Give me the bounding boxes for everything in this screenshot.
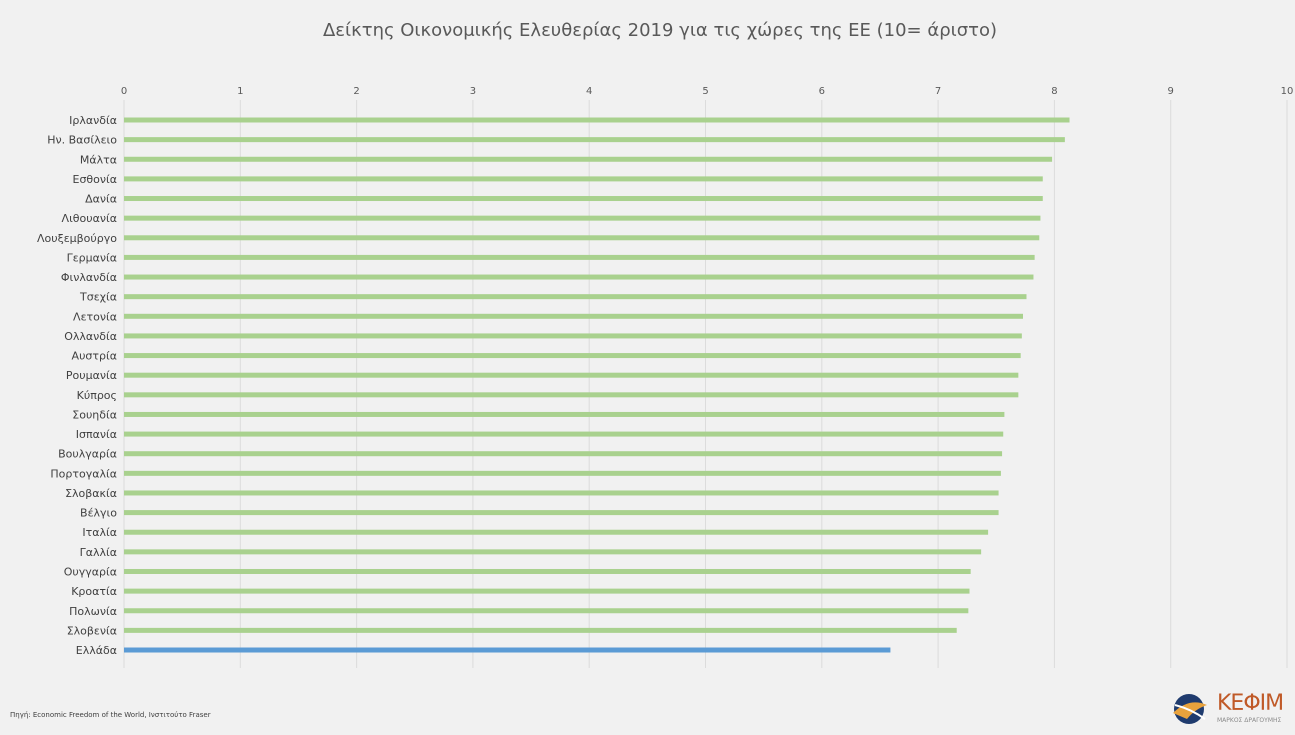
category-label: Ουγγαρία (64, 565, 117, 578)
bar (124, 137, 1065, 143)
x-axis-ticks: 0 1 2 3 4 5 6 7 8 9 10 (121, 86, 1294, 97)
bar (124, 451, 1003, 457)
bar (124, 608, 969, 614)
logo-subtext: ΜΑΡΚΟΣ ΔΡΑΓΟΥΜΗΣ (1217, 717, 1282, 724)
bar (124, 333, 1022, 339)
gridlines (123, 100, 1288, 668)
x-tick-label: 8 (1051, 86, 1057, 97)
bar (124, 568, 971, 574)
category-label: Ισπανία (76, 428, 117, 441)
category-label: Βουλγαρία (58, 448, 117, 461)
bar (124, 196, 1043, 202)
x-tick-label: 1 (237, 86, 243, 97)
bar (124, 294, 1027, 300)
category-label: Λουξεμβούργο (37, 232, 117, 245)
bar (124, 156, 1053, 162)
bar (124, 588, 970, 594)
bar (124, 313, 1023, 319)
category-label: Ολλανδία (64, 330, 117, 343)
category-label: Πολωνία (69, 605, 117, 618)
bar (124, 235, 1040, 241)
category-label: Γερμανία (67, 251, 117, 264)
category-label: Λιθουανία (62, 212, 117, 225)
category-label: Βέλγιο (80, 507, 117, 520)
x-tick-label: 3 (470, 86, 476, 97)
x-tick-label: 7 (935, 86, 941, 97)
bar (124, 549, 982, 555)
bar (124, 372, 1019, 378)
category-label: Φινλανδία (61, 271, 117, 284)
category-label: Γαλλία (80, 546, 117, 559)
category-label: Ιρλανδία (69, 114, 117, 127)
bar (124, 274, 1034, 280)
bar (124, 176, 1043, 182)
bar (124, 431, 1004, 437)
bar (124, 647, 891, 653)
bars (124, 117, 1070, 653)
bar (124, 627, 957, 633)
x-tick-label: 6 (819, 86, 825, 97)
category-label: Λετονία (73, 310, 117, 323)
logo-text: ΚΕΦΙΜ (1217, 691, 1284, 716)
logo-emblem-icon (1173, 694, 1207, 724)
bar (124, 510, 999, 516)
x-tick-label: 2 (353, 86, 359, 97)
category-label: Τσεχία (79, 291, 117, 304)
category-label: Εσθονία (73, 173, 118, 186)
category-label: Σλοβενία (67, 624, 117, 637)
bar (124, 117, 1070, 123)
bar (124, 353, 1021, 359)
bar (124, 490, 999, 496)
bar (124, 215, 1041, 221)
category-label: Κροατία (71, 585, 117, 598)
x-tick-label: 10 (1281, 86, 1294, 97)
bar (124, 411, 1005, 417)
category-label: Αυστρία (72, 350, 117, 363)
x-tick-label: 9 (1168, 86, 1174, 97)
category-label: Ιταλία (82, 526, 117, 539)
bar (124, 254, 1035, 260)
chart-title: Δείκτης Οικονομικής Ελευθερίας 2019 για … (322, 20, 998, 41)
x-tick-label: 0 (121, 86, 127, 97)
x-tick-label: 4 (586, 86, 592, 97)
category-label: Σουηδία (72, 408, 117, 421)
x-tick-label: 5 (702, 86, 708, 97)
category-label: Ρουμανία (66, 369, 117, 382)
category-label: Ελλάδα (76, 644, 117, 657)
category-label: Δανία (85, 193, 117, 206)
category-label: Πορτογαλία (50, 467, 117, 480)
bar (124, 470, 1001, 476)
category-label: Κύπρος (77, 389, 117, 402)
source-note: Πηγή: Economic Freedom of the World, Ινσ… (10, 711, 211, 719)
kefim-logo: ΚΕΦΙΜ ΜΑΡΚΟΣ ΔΡΑΓΟΥΜΗΣ (1165, 683, 1295, 731)
category-label: Σλοβακία (65, 487, 117, 500)
category-label: Ην. Βασίλειο (47, 134, 117, 147)
bar (124, 529, 989, 535)
category-label: Μάλτα (80, 153, 117, 166)
category-labels: Ιρλανδία Ην. Βασίλειο Μάλτα Εσθονία Δανία Λιθ… (37, 114, 117, 657)
bar (124, 392, 1019, 398)
